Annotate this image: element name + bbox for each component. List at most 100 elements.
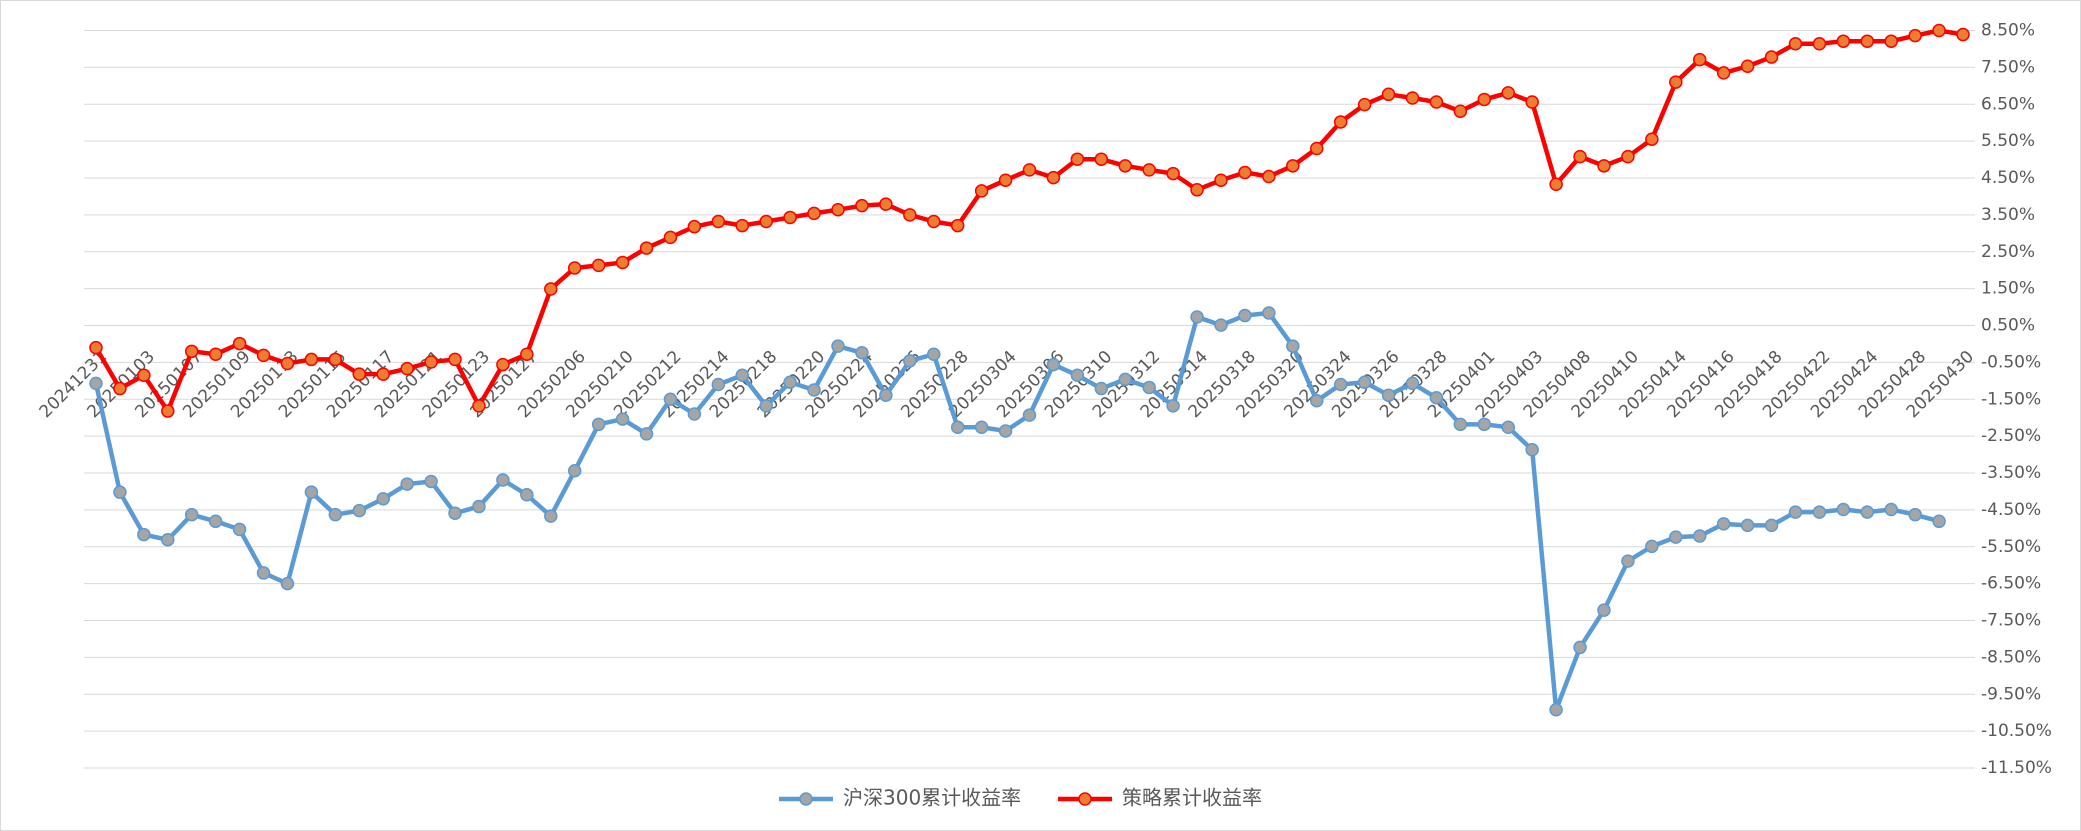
point-marker [137, 368, 151, 383]
point-marker [1118, 159, 1132, 173]
point-marker [1309, 141, 1324, 156]
point-marker [1597, 603, 1611, 617]
point-marker [1692, 529, 1707, 543]
point-marker [615, 412, 630, 426]
point-marker [232, 522, 247, 537]
point-marker [232, 336, 247, 351]
point-marker [879, 388, 893, 402]
point-marker [974, 184, 989, 198]
point-marker [544, 282, 558, 296]
point-marker [1645, 132, 1659, 147]
point-marker [759, 214, 773, 229]
point-marker [113, 381, 127, 396]
point-marker [1573, 640, 1587, 655]
point-marker [1932, 23, 1946, 38]
point-marker [711, 377, 726, 392]
point-marker [1716, 517, 1731, 531]
legend-label: 策略累计收益率 [1122, 786, 1262, 810]
point-marker [1190, 183, 1204, 197]
point-marker [998, 424, 1013, 438]
point-marker [1166, 399, 1180, 413]
y-tick-label: 2.50% [1981, 242, 2035, 262]
point-marker [1286, 339, 1300, 353]
point-marker [1501, 86, 1515, 100]
point-marker [1405, 91, 1420, 105]
point-marker [687, 219, 702, 234]
point-marker [783, 375, 797, 390]
point-marker [1621, 554, 1635, 568]
point-marker [1453, 104, 1468, 119]
point-marker [807, 206, 821, 221]
point-marker [496, 473, 510, 487]
point-marker [1597, 159, 1611, 173]
point-marker [472, 499, 486, 514]
point-marker [1788, 505, 1803, 519]
point-marker [974, 420, 989, 435]
point-marker [1549, 702, 1563, 717]
point-marker [903, 208, 917, 222]
y-tick-label: -0.50% [1981, 352, 2041, 372]
point-marker [1788, 37, 1803, 51]
point-marker [544, 509, 558, 523]
point-marker [879, 197, 893, 211]
point-marker [1645, 539, 1659, 554]
point-marker [1764, 518, 1779, 533]
point-marker [424, 355, 438, 369]
point-marker [1669, 530, 1683, 544]
point-marker [208, 347, 223, 362]
point-marker [783, 210, 797, 225]
point-marker [1309, 393, 1324, 408]
point-marker [1094, 152, 1109, 166]
point-marker [567, 261, 582, 275]
point-marker [1118, 372, 1132, 387]
point-marker [1070, 368, 1085, 383]
legend-marker [799, 792, 813, 806]
point-marker [1669, 75, 1683, 89]
point-marker [424, 474, 438, 489]
point-marker [1262, 169, 1276, 184]
point-marker [735, 218, 750, 233]
y-tick-label: -1.50% [1981, 389, 2041, 409]
point-marker [927, 214, 941, 229]
point-marker [1932, 514, 1946, 529]
y-tick-label: -5.50% [1981, 537, 2041, 557]
point-marker [639, 427, 654, 441]
point-marker [304, 485, 319, 499]
y-tick-label: 8.50% [1981, 21, 2035, 41]
y-tick-label: -3.50% [1981, 463, 2041, 483]
point-marker [1333, 115, 1348, 129]
point-marker [89, 340, 103, 355]
point-marker [1908, 28, 1922, 43]
point-marker [831, 339, 845, 353]
point-marker [711, 214, 726, 229]
point-marker [1046, 170, 1061, 185]
y-tick-label: 1.50% [1981, 279, 2035, 299]
point-marker [256, 566, 271, 580]
point-marker [1477, 92, 1492, 107]
point-marker [1022, 408, 1037, 422]
point-marker [1238, 165, 1252, 180]
point-marker [1525, 95, 1539, 109]
point-marker [591, 417, 606, 432]
point-marker [448, 352, 462, 367]
point-marker [950, 420, 965, 435]
y-tick-label: -8.50% [1981, 647, 2041, 667]
point-marker [1286, 159, 1300, 173]
point-marker [1716, 66, 1731, 80]
point-marker [1836, 502, 1851, 517]
y-tick-label: 3.50% [1981, 205, 2035, 225]
point-marker [663, 392, 678, 406]
point-marker [1429, 391, 1444, 405]
point-marker [1812, 505, 1827, 519]
point-marker [1908, 507, 1922, 522]
point-marker [137, 527, 151, 542]
point-marker [591, 258, 606, 273]
point-marker [663, 230, 678, 245]
point-marker [855, 346, 869, 360]
point-marker [1022, 163, 1037, 177]
point-marker [89, 376, 103, 391]
point-marker [113, 485, 127, 499]
point-marker [328, 507, 343, 522]
y-tick-label: -10.50% [1981, 721, 2052, 741]
